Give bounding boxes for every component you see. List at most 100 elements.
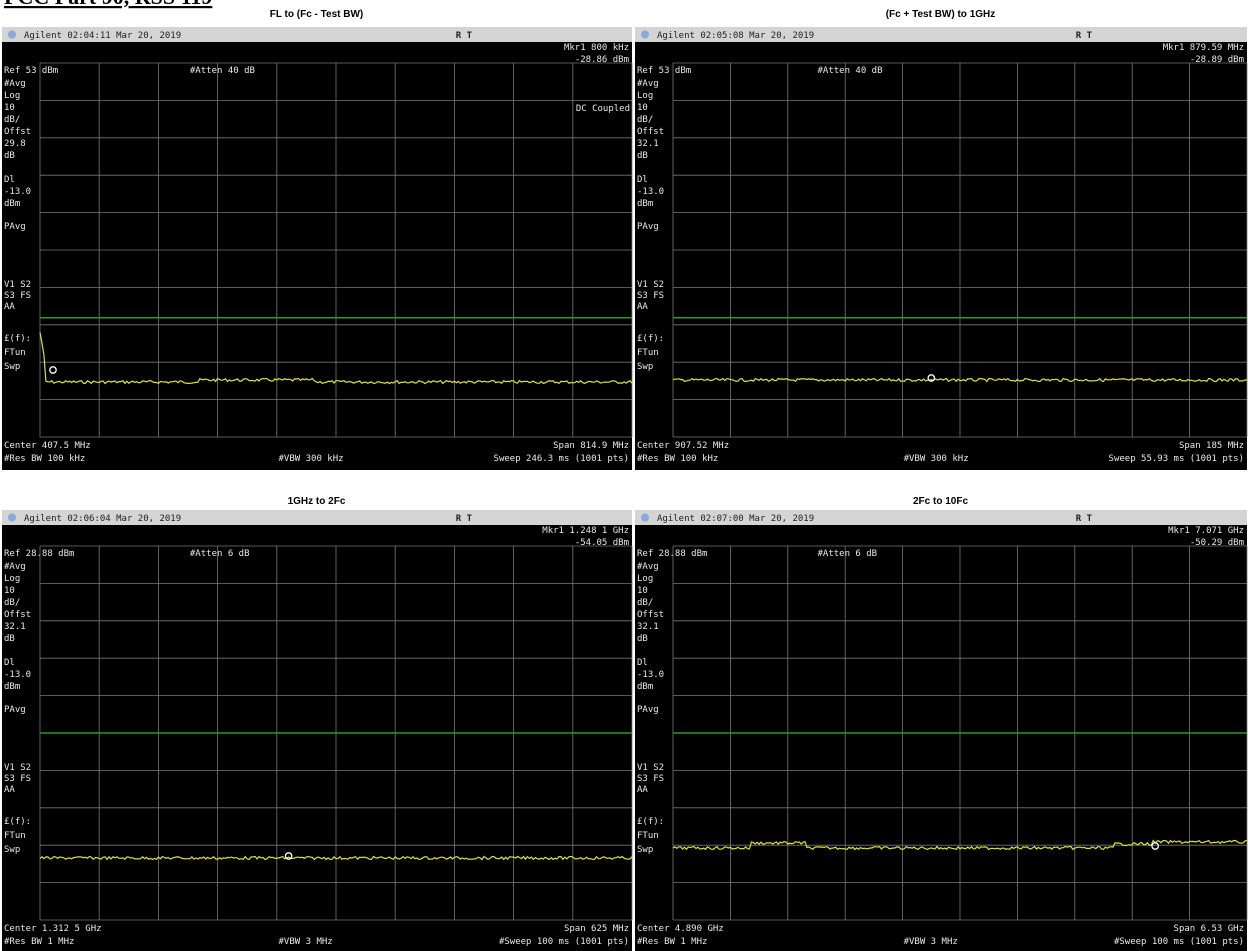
- side-label: #Avg: [4, 562, 26, 572]
- side-label: PAvg: [4, 222, 26, 232]
- side-label: 32.1: [637, 139, 659, 149]
- side-label: Log: [637, 91, 653, 101]
- side-label: PAvg: [637, 222, 659, 232]
- side-label: Swp: [637, 845, 653, 855]
- side-label: dBm: [637, 682, 653, 692]
- side-label: Log: [4, 91, 20, 101]
- side-label: dB/: [4, 598, 20, 608]
- marker-level: -50.29 dBm: [1190, 538, 1244, 548]
- marker-freq: Mkr1 800 kHz: [564, 43, 629, 53]
- side-label: 10: [637, 586, 648, 596]
- sweep: #Sweep 100 ms (1001 pts): [1114, 937, 1244, 947]
- side-label: dB/: [4, 115, 20, 125]
- side-label: -13.0: [4, 670, 31, 680]
- side-label: AA: [4, 785, 15, 795]
- ref-level: Ref 53 dBm: [4, 66, 58, 76]
- sweep: #Sweep 100 ms (1001 pts): [499, 937, 629, 947]
- vbw: #VBW 300 kHz: [279, 454, 344, 464]
- timestamp: Agilent 02:06:04 Mar 20, 2019: [24, 514, 181, 524]
- center-freq: Center 407.5 MHz: [4, 441, 91, 451]
- side-label: dB: [637, 151, 648, 161]
- span: Span 625 MHz: [564, 924, 629, 934]
- page-title: FCC Part 90, RSS 119: [4, 0, 212, 9]
- screen: [635, 27, 1247, 470]
- side-label: V1 S2: [4, 763, 31, 773]
- side-label: PAvg: [637, 705, 659, 715]
- panel-title: (Fc + Test BW) to 1GHz: [886, 9, 996, 20]
- side-label: dBm: [4, 682, 20, 692]
- panel-title: FL to (Fc - Test BW): [270, 9, 364, 20]
- side-label: £(f):: [4, 817, 31, 827]
- center-freq: Center 1.312 5 GHz: [4, 924, 102, 934]
- side-label: Offst: [4, 610, 31, 620]
- attenuation: #Atten 40 dB: [818, 66, 883, 76]
- side-label: Offst: [637, 610, 664, 620]
- screen: [2, 27, 632, 470]
- page: FCC Part 90, RSS 119 FL to (Fc - Test BW…: [0, 0, 1248, 951]
- logo: [8, 31, 16, 39]
- coupling-note: DC Coupled: [576, 104, 630, 114]
- flags: R T: [456, 514, 473, 524]
- flags: R T: [456, 31, 473, 41]
- logo: [641, 31, 649, 39]
- side-label: Dl: [4, 175, 15, 185]
- marker-freq: Mkr1 879.59 MHz: [1163, 43, 1244, 53]
- logo: [641, 514, 649, 522]
- side-label: -13.0: [4, 187, 31, 197]
- side-label: AA: [4, 302, 15, 312]
- span: Span 6.53 GHz: [1174, 924, 1244, 934]
- side-label: £(f):: [637, 334, 664, 344]
- panel-title: 1GHz to 2Fc: [288, 496, 346, 507]
- flags: R T: [1076, 31, 1093, 41]
- timestamp: Agilent 02:05:08 Mar 20, 2019: [657, 31, 814, 41]
- attenuation: #Atten 6 dB: [818, 549, 878, 559]
- span: Span 185 MHz: [1179, 441, 1244, 451]
- attenuation: #Atten 40 dB: [190, 66, 255, 76]
- side-label: £(f):: [4, 334, 31, 344]
- side-label: Offst: [4, 127, 31, 137]
- rbw: #Res BW 100 kHz: [637, 454, 718, 464]
- vbw: #VBW 3 MHz: [904, 937, 958, 947]
- sweep: Sweep 55.93 ms (1001 pts): [1109, 454, 1244, 464]
- side-label: -13.0: [637, 187, 664, 197]
- panel-title: 2Fc to 10Fc: [913, 496, 968, 507]
- marker-freq: Mkr1 1.248 1 GHz: [542, 526, 629, 536]
- flags: R T: [1076, 514, 1093, 524]
- side-label: dBm: [637, 199, 653, 209]
- vbw: #VBW 300 kHz: [904, 454, 969, 464]
- side-label: £(f):: [637, 817, 664, 827]
- attenuation: #Atten 6 dB: [190, 549, 250, 559]
- side-label: S3 FS: [637, 774, 664, 784]
- side-label: dB: [4, 151, 15, 161]
- ref-level: Ref 28.88 dBm: [637, 549, 707, 559]
- side-label: FTun: [4, 348, 26, 358]
- side-label: V1 S2: [637, 280, 664, 290]
- side-label: S3 FS: [637, 291, 664, 301]
- timestamp: Agilent 02:07:00 Mar 20, 2019: [657, 514, 814, 524]
- side-label: dB: [637, 634, 648, 644]
- side-label: FTun: [637, 348, 659, 358]
- side-label: Swp: [4, 362, 20, 372]
- rbw: #Res BW 1 MHz: [4, 937, 74, 947]
- marker-level: -28.86 dBm: [575, 55, 629, 65]
- side-label: 10: [637, 103, 648, 113]
- ref-level: Ref 28.88 dBm: [4, 549, 74, 559]
- side-label: Log: [4, 574, 20, 584]
- side-label: Dl: [637, 175, 648, 185]
- center-freq: Center 907.52 MHz: [637, 441, 729, 451]
- marker-level: -54.05 dBm: [575, 538, 629, 548]
- vbw: #VBW 3 MHz: [279, 937, 333, 947]
- side-label: Swp: [4, 845, 20, 855]
- side-label: AA: [637, 302, 648, 312]
- side-label: 29.8: [4, 139, 26, 149]
- side-label: -13.0: [637, 670, 664, 680]
- side-label: #Avg: [4, 79, 26, 89]
- rbw: #Res BW 1 MHz: [637, 937, 707, 947]
- side-label: AA: [637, 785, 648, 795]
- side-label: Swp: [637, 362, 653, 372]
- side-label: Log: [637, 574, 653, 584]
- side-label: V1 S2: [637, 763, 664, 773]
- screen: [2, 510, 632, 951]
- side-label: FTun: [4, 831, 26, 841]
- side-label: 10: [4, 103, 15, 113]
